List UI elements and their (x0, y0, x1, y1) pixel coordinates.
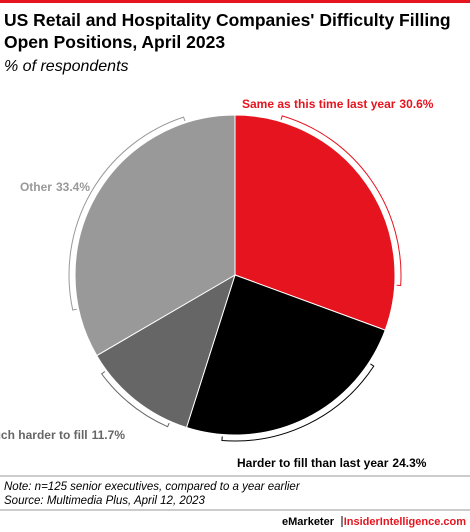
slice-label-value: 30.6% (399, 97, 433, 111)
chart-subtitle: % of respondents (4, 58, 129, 75)
slice-label-name: Much harder to fill (0, 428, 88, 442)
slice-label-name: Other (20, 180, 52, 194)
slice-label: Harder to fill than last year 24.3% (237, 456, 427, 470)
label-bracket (221, 363, 375, 442)
credit: InsiderIntelligence.com (344, 516, 466, 528)
slice-label-value: 24.3% (392, 456, 426, 470)
label-bracket (280, 115, 402, 287)
label-bracket (100, 371, 170, 428)
top-bar (0, 0, 470, 3)
pie-slice (74, 114, 236, 357)
pie-slice (96, 273, 236, 429)
note: Note: n=125 senior executives, compared … (4, 481, 301, 493)
slice-label: Same as this time last year 30.6% (242, 97, 434, 111)
chart-title: US Retail and Hospitality Companies' Dif… (4, 10, 451, 52)
pie-slice (234, 114, 396, 331)
source: Source: Multimedia Plus, April 12, 2023 (4, 495, 206, 507)
slice-label: Much harder to fill 11.7% (0, 428, 125, 442)
slice-label-name: Harder to fill than last year (237, 456, 389, 470)
pie: Same as this time last year 30.6% Harder t… (0, 97, 434, 470)
pie-slice (185, 274, 386, 436)
slice-label-name: Same as this time last year (242, 97, 396, 111)
slice-label: Other 33.4% (20, 180, 90, 194)
credit: eMarketer (282, 516, 335, 528)
slice-label-value: 11.7% (92, 428, 126, 442)
label-bracket (68, 116, 186, 311)
slice-label-value: 33.4% (56, 180, 90, 194)
